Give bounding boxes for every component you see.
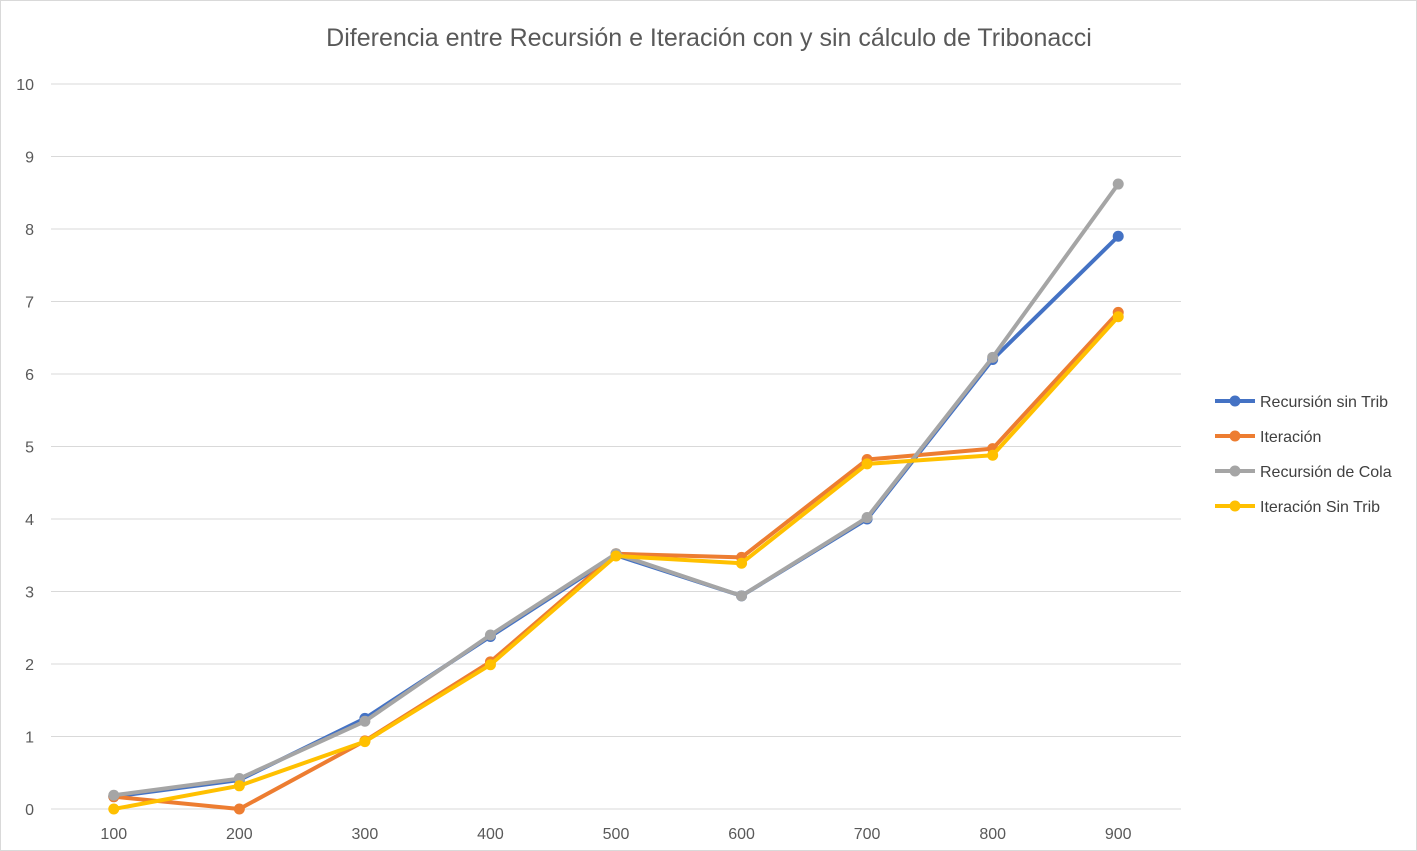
x-tick-label: 500 <box>603 826 630 843</box>
legend-swatch-marker <box>1229 500 1241 512</box>
x-axis-ticks: 100 200 300 400 500 600 700 800 900 <box>100 826 1131 843</box>
x-tick-label: 400 <box>477 826 504 843</box>
legend-swatch-marker <box>1229 465 1241 477</box>
data-point <box>1112 230 1124 242</box>
data-point <box>359 715 371 727</box>
data-point <box>987 449 999 461</box>
data-point <box>233 803 245 815</box>
legend: Recursión sin Trib Iteración Recursión de … <box>1215 394 1392 516</box>
data-point <box>987 351 999 363</box>
legend-swatch-marker <box>1229 395 1241 407</box>
data-point <box>1112 311 1124 323</box>
y-tick-label: 8 <box>25 222 34 239</box>
data-point <box>736 557 748 569</box>
legend-item: Recursión sin Trib <box>1215 394 1388 411</box>
data-point <box>484 629 496 641</box>
y-tick-label: 10 <box>16 77 34 94</box>
series-lines <box>108 178 1124 815</box>
data-point <box>233 780 245 792</box>
y-tick-label: 4 <box>25 512 34 529</box>
legend-label: Iteración Sin Trib <box>1260 499 1380 516</box>
x-tick-label: 300 <box>352 826 379 843</box>
data-point <box>861 458 873 470</box>
series-line <box>111 182 1121 798</box>
data-point <box>108 789 120 801</box>
x-tick-label: 600 <box>728 826 755 843</box>
legend-item: Recursión de Cola <box>1215 464 1392 481</box>
y-tick-label: 3 <box>25 585 34 602</box>
data-point <box>610 550 622 562</box>
y-tick-label: 6 <box>25 367 34 384</box>
x-tick-label: 800 <box>979 826 1006 843</box>
y-tick-label: 5 <box>25 440 34 457</box>
y-tick-label: 9 <box>25 150 34 167</box>
y-tick-label: 7 <box>25 295 34 312</box>
legend-label: Recursión sin Trib <box>1260 394 1388 411</box>
x-tick-label: 900 <box>1105 826 1132 843</box>
series-4 <box>108 311 1124 815</box>
data-point <box>861 512 873 524</box>
chart-title: Diferencia entre Recursión e Iteración c… <box>326 24 1092 52</box>
legend-label: Iteración <box>1260 429 1321 446</box>
x-tick-label: 700 <box>854 826 881 843</box>
y-tick-label: 1 <box>25 730 34 747</box>
legend-item: Iteración Sin Trib <box>1215 499 1380 516</box>
series-line <box>111 234 1121 799</box>
data-point <box>736 590 748 602</box>
data-point <box>359 736 371 748</box>
gridlines <box>51 83 1181 810</box>
legend-swatch-marker <box>1229 430 1241 442</box>
y-axis-ticks: 0 1 2 3 4 5 6 7 8 9 10 <box>16 77 34 819</box>
y-tick-label: 0 <box>25 802 34 819</box>
x-tick-label: 100 <box>100 826 127 843</box>
series-1 <box>108 230 1124 803</box>
y-tick-label: 2 <box>25 657 34 674</box>
data-point <box>1112 178 1124 190</box>
legend-item: Iteración <box>1215 429 1321 446</box>
x-tick-label: 200 <box>226 826 253 843</box>
data-point <box>484 659 496 671</box>
series-3 <box>108 178 1124 801</box>
data-point <box>108 803 120 815</box>
legend-label: Recursión de Cola <box>1260 464 1392 481</box>
